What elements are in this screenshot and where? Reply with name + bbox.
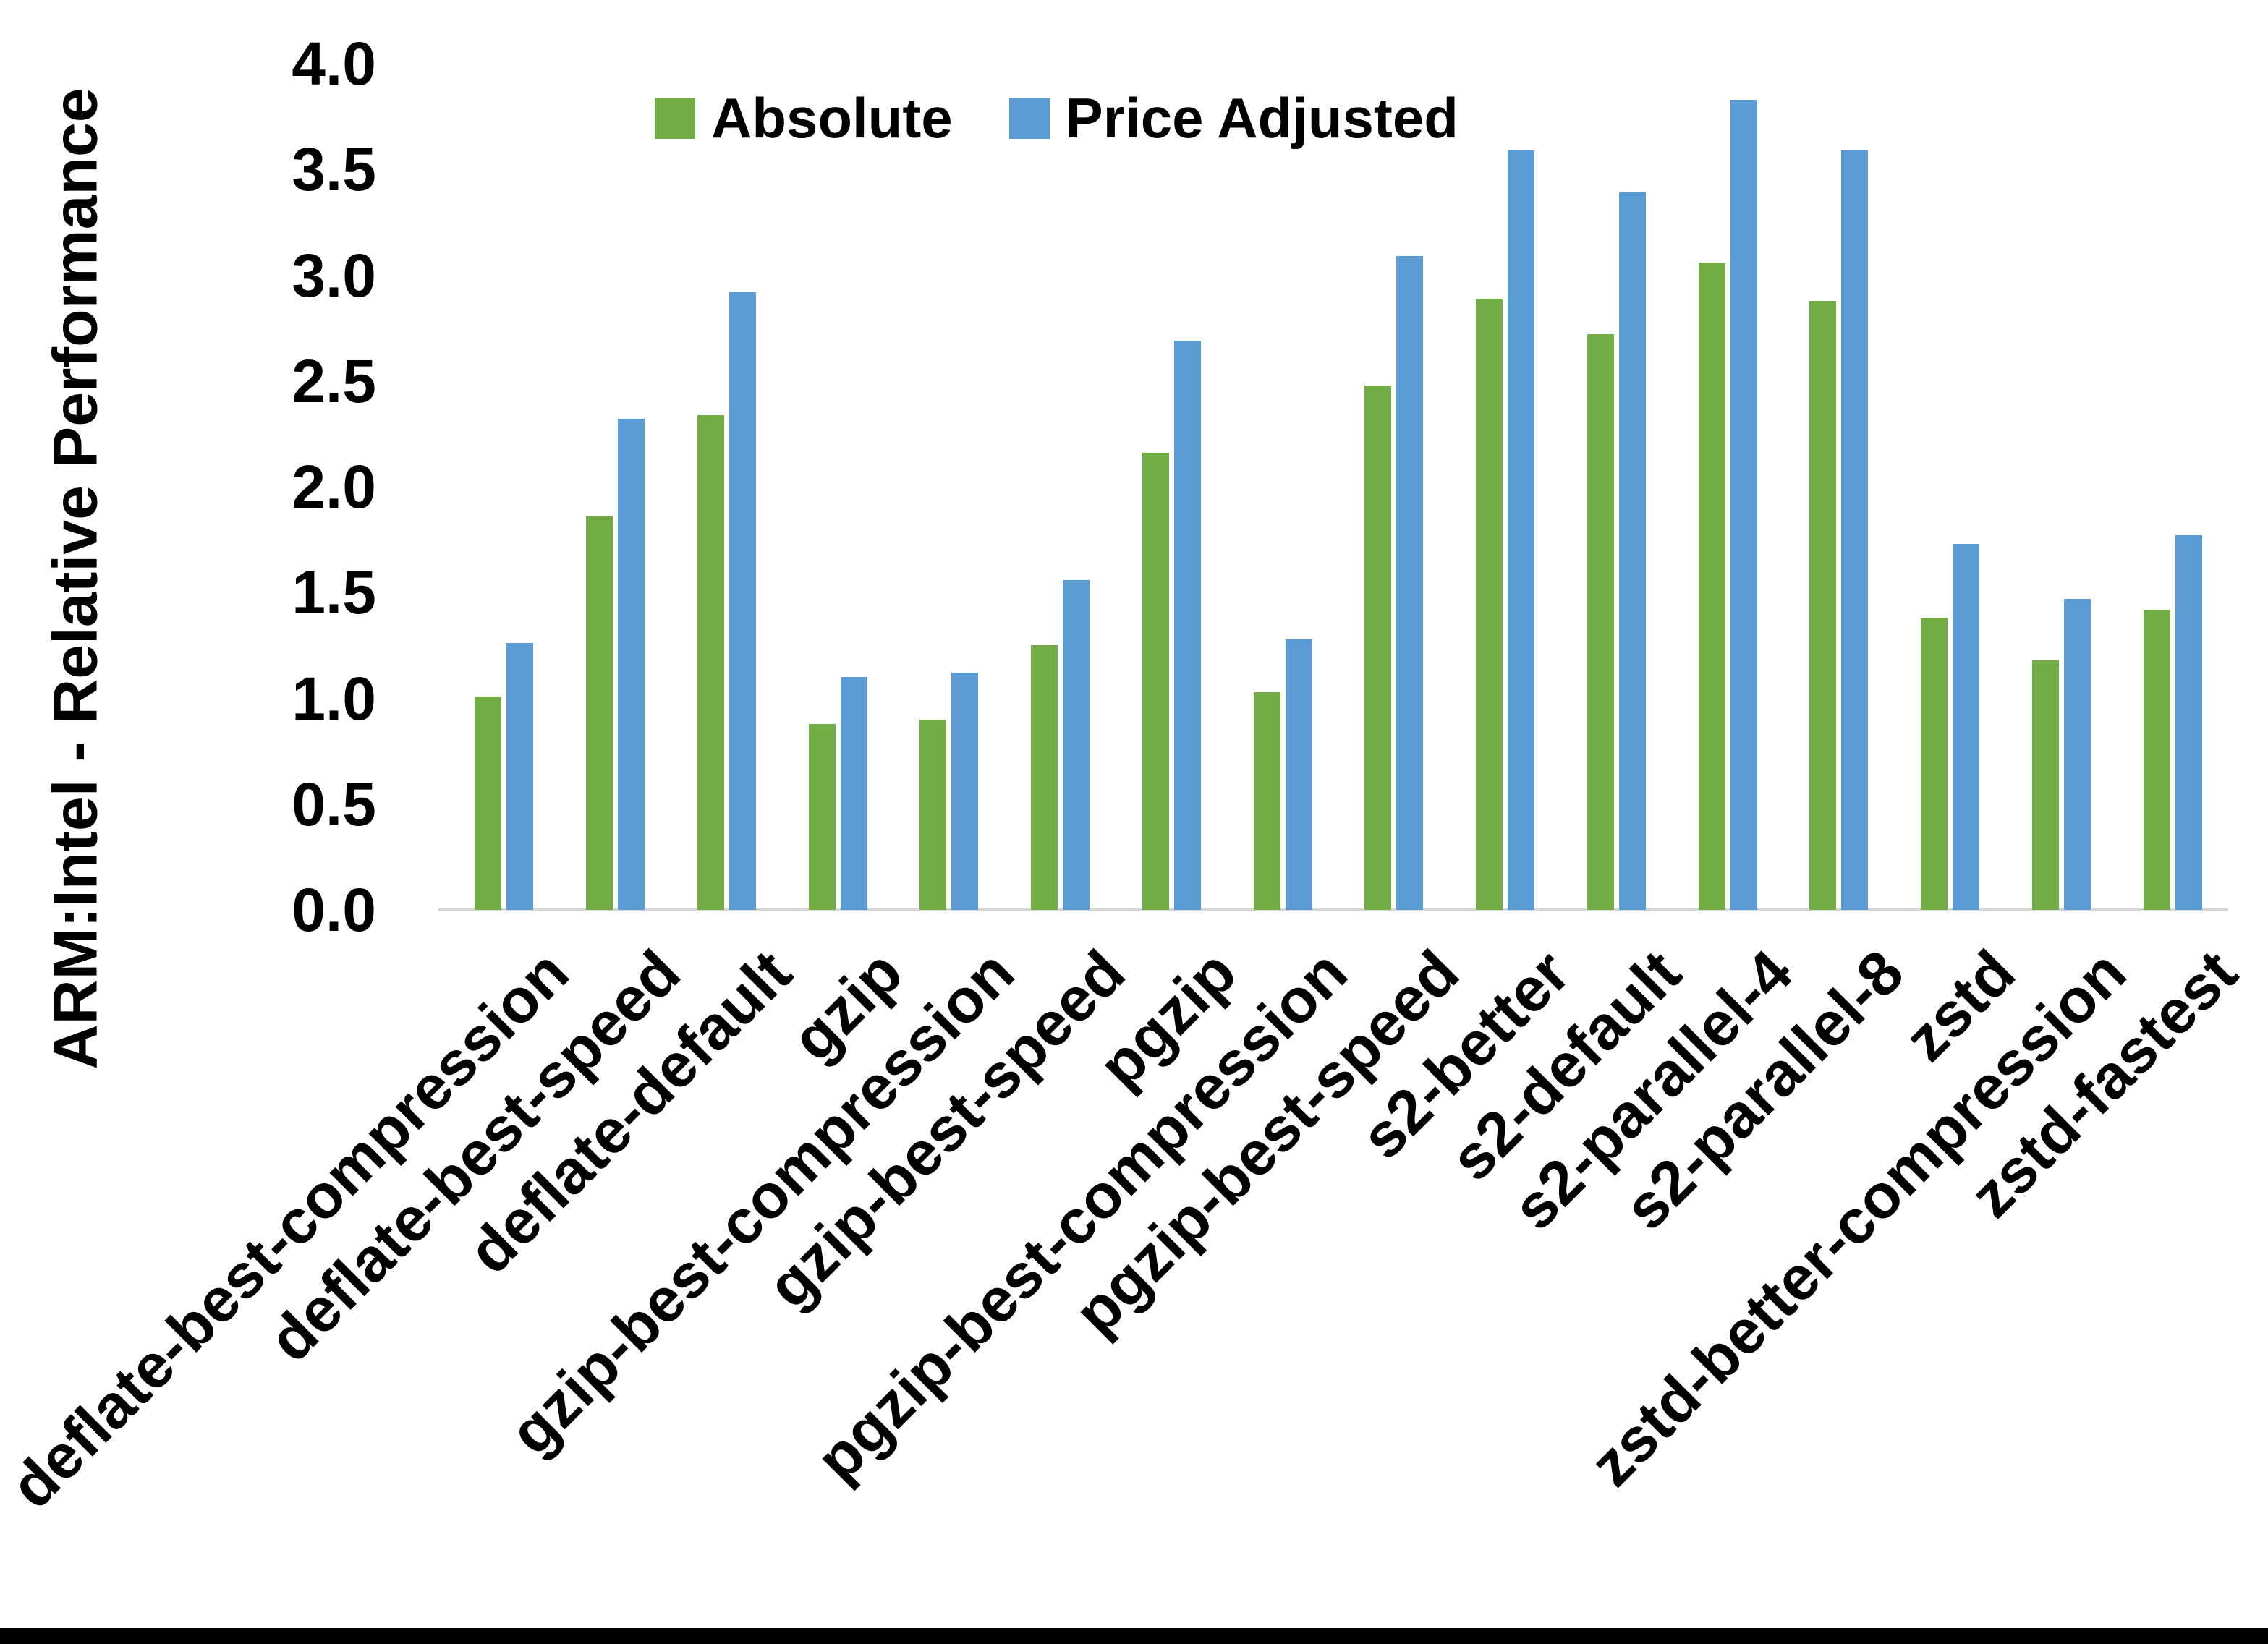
bar-absolute <box>1364 385 1392 910</box>
bar-group <box>1895 64 2006 910</box>
bar-group <box>671 64 783 910</box>
y-tick-label: 0.0 <box>292 876 376 944</box>
bar-group <box>893 64 1005 910</box>
bar-price-adjusted <box>1063 579 1090 910</box>
y-tick-label: 1.5 <box>292 558 376 627</box>
bar-group <box>782 64 893 910</box>
bar-absolute <box>586 516 613 910</box>
bar-price-adjusted <box>840 677 867 910</box>
bar-absolute <box>1031 645 1058 910</box>
bar-absolute <box>808 723 836 910</box>
bar-absolute <box>2031 660 2059 910</box>
bar-group <box>1783 64 1895 910</box>
bar-absolute <box>1476 298 1503 910</box>
bar-absolute <box>697 414 724 910</box>
legend-label-absolute: Absolute <box>711 86 953 150</box>
y-tick-label: 3.5 <box>292 135 376 204</box>
bar-group <box>1561 64 1673 910</box>
bar-price-adjusted <box>1508 150 1535 910</box>
bar-absolute <box>1698 262 1725 910</box>
bar-price-adjusted <box>2175 535 2202 910</box>
bar-group <box>1450 64 1561 910</box>
bar-price-adjusted <box>618 419 645 910</box>
legend-label-price-adjusted: Price Adjusted <box>1065 86 1458 150</box>
bar-absolute <box>2143 609 2170 910</box>
plot-area <box>449 64 2228 910</box>
legend-item-price-adjusted: Price Adjusted <box>1008 85 1458 151</box>
bar-price-adjusted <box>951 673 979 910</box>
bar-price-adjusted <box>1618 192 1646 910</box>
bar-price-adjusted <box>1173 341 1201 910</box>
y-tick-label: 0.5 <box>292 770 376 838</box>
legend-item-absolute: Absolute <box>655 85 953 151</box>
y-tick-label: 4.0 <box>292 30 376 98</box>
bar-absolute <box>1809 300 1837 910</box>
y-tick-label: 2.5 <box>292 346 376 415</box>
x-axis-baseline <box>438 908 2228 911</box>
y-tick-label: 3.0 <box>292 241 376 310</box>
legend-swatch-absolute-icon <box>655 98 695 139</box>
y-tick-label: 2.0 <box>292 453 376 521</box>
bar-group <box>1005 64 1116 910</box>
bar-price-adjusted <box>1841 150 1869 910</box>
bar-group <box>449 64 560 910</box>
bar-price-adjusted <box>506 643 534 910</box>
bar-price-adjusted <box>1285 639 1312 910</box>
bar-price-adjusted <box>2063 599 2091 910</box>
bar-price-adjusted <box>729 291 756 910</box>
bar-absolute <box>1253 691 1280 910</box>
bar-group <box>2006 64 2118 910</box>
bar-absolute <box>1587 334 1614 910</box>
bar-group <box>2117 64 2228 910</box>
legend: Absolute Price Adjusted <box>655 85 1458 151</box>
bar-absolute <box>475 696 502 910</box>
bar-group <box>1227 64 1338 910</box>
bar-group <box>1116 64 1228 910</box>
bar-price-adjusted <box>1396 256 1424 910</box>
bar-group <box>560 64 671 910</box>
bar-group <box>1672 64 1783 910</box>
y-tick-label: 1.0 <box>292 664 376 733</box>
bar-absolute <box>1142 453 1169 910</box>
bar-price-adjusted <box>1953 543 1980 910</box>
bottom-black-bar <box>0 1628 2268 1644</box>
bar-absolute <box>919 719 947 910</box>
bar-price-adjusted <box>1730 99 1757 910</box>
legend-swatch-price-adjusted-icon <box>1008 98 1050 139</box>
bar-group <box>1338 64 1450 910</box>
bar-absolute <box>1921 618 1948 910</box>
